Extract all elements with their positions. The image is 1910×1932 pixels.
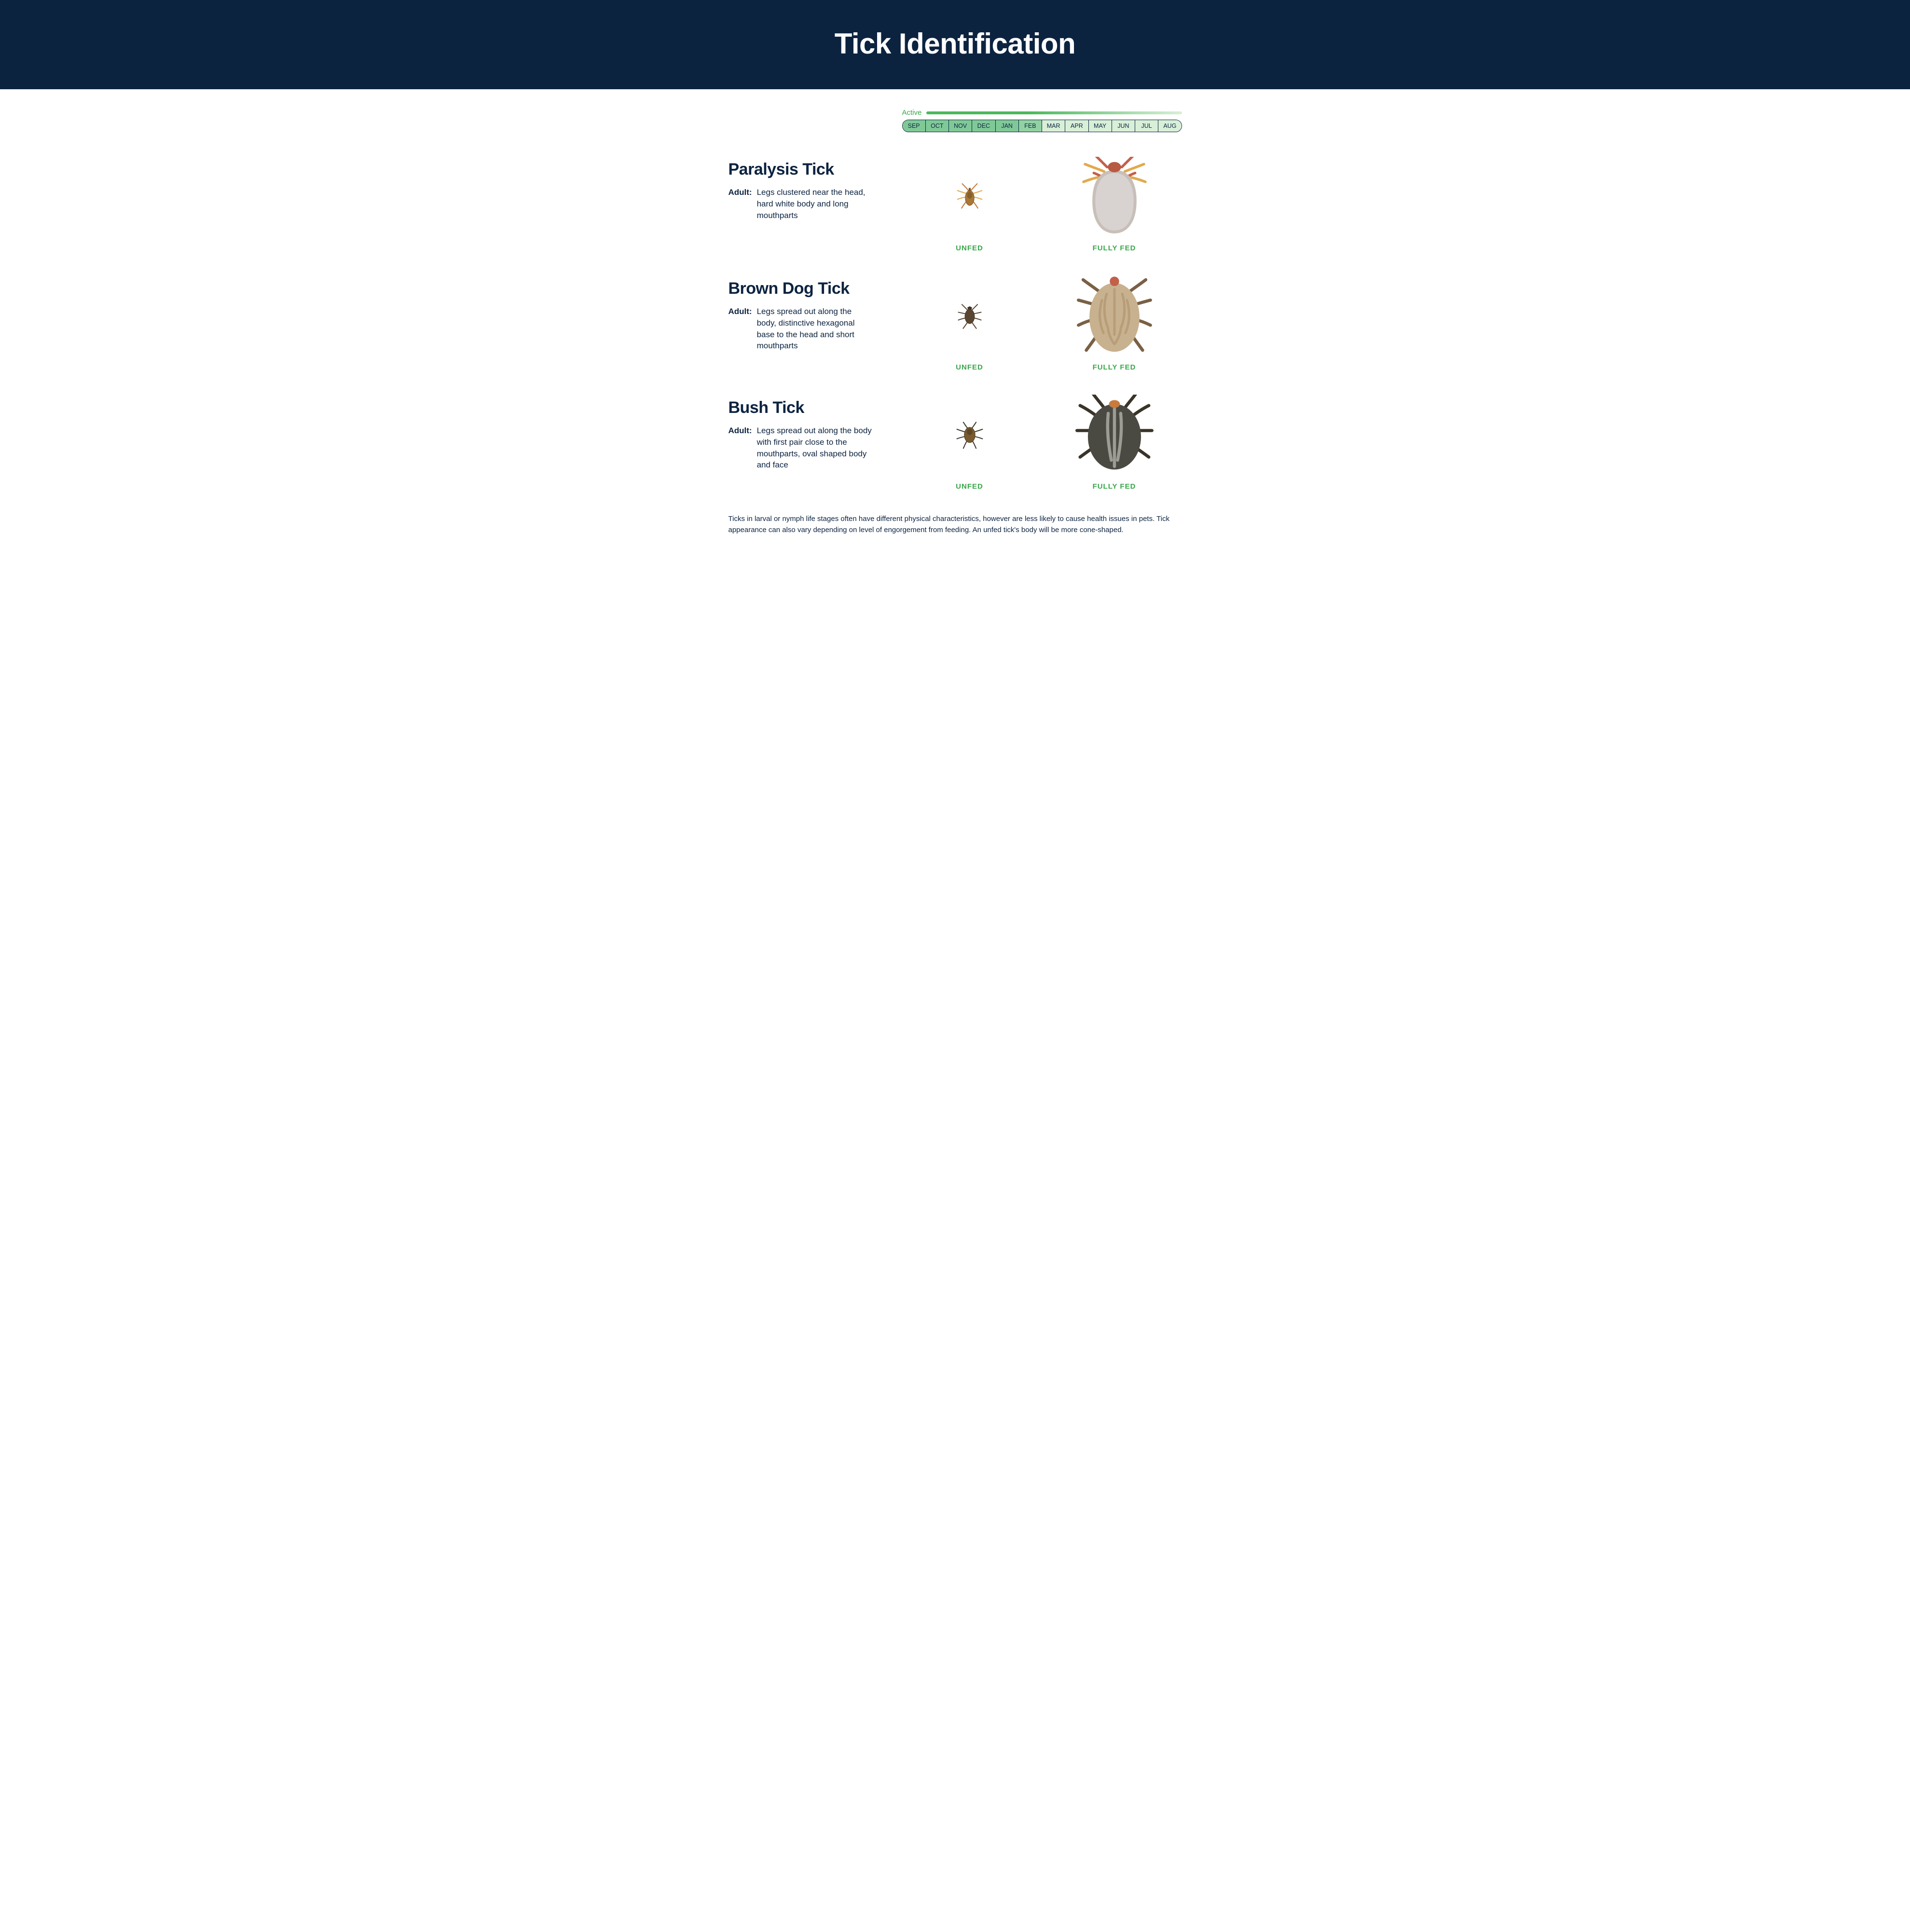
tick-unfed-icon xyxy=(955,275,985,357)
month-cell: NOV xyxy=(949,120,972,132)
fed-caption: FULLY FED xyxy=(1093,482,1136,491)
tick-desc-label: Adult: xyxy=(728,425,752,471)
month-cell: JUN xyxy=(1112,120,1135,132)
unfed-caption: UNFED xyxy=(956,482,983,491)
tick-desc-text: Legs spread out along the body, distinct… xyxy=(757,306,873,352)
footnote: Ticks in larval or nymph life stages oft… xyxy=(728,514,1182,535)
tick-description: Adult: Legs spread out along the body wi… xyxy=(728,425,893,471)
tick-row: Paralysis Tick Adult: Legs clustered nea… xyxy=(728,156,1182,252)
month-cell: MAY xyxy=(1089,120,1112,132)
tick-illustrations: UNFED FULLY FED xyxy=(902,156,1182,252)
month-cell: APR xyxy=(1065,120,1088,132)
fed-caption: FULLY FED xyxy=(1093,244,1136,252)
active-indicator-row: Active xyxy=(902,109,1182,117)
tick-unfed-icon xyxy=(953,156,987,238)
fed-caption: FULLY FED xyxy=(1093,363,1136,371)
content: Active SEPOCTNOVDECJANFEBMARAPRMAYJUNJUL… xyxy=(700,89,1211,555)
tick-unfed-icon xyxy=(954,395,986,477)
tick-desc-label: Adult: xyxy=(728,306,752,352)
tick-unfed-figure: UNFED xyxy=(902,156,1037,252)
active-gradient-bar xyxy=(926,111,1182,114)
month-cell: OCT xyxy=(926,120,949,132)
tick-name: Brown Dog Tick xyxy=(728,279,893,298)
month-cell: MAR xyxy=(1042,120,1065,132)
unfed-caption: UNFED xyxy=(956,244,983,252)
month-cell: DEC xyxy=(972,120,995,132)
tick-info: Brown Dog Tick Adult: Legs spread out al… xyxy=(728,275,893,352)
tick-fed-figure: FULLY FED xyxy=(1047,275,1182,371)
activity-timeline: Active SEPOCTNOVDECJANFEBMARAPRMAYJUNJUL… xyxy=(902,109,1182,132)
tick-fed-figure: FULLY FED xyxy=(1047,156,1182,252)
tick-desc-label: Adult: xyxy=(728,187,752,221)
tick-desc-text: Legs spread out along the body with firs… xyxy=(757,425,873,471)
tick-row: Brown Dog Tick Adult: Legs spread out al… xyxy=(728,275,1182,371)
tick-fed-figure: FULLY FED xyxy=(1047,395,1182,491)
tick-illustrations: UNFED FULLY FED xyxy=(902,275,1182,371)
header: Tick Identification xyxy=(0,0,1910,89)
tick-name: Paralysis Tick xyxy=(728,160,893,179)
active-label: Active xyxy=(902,109,922,117)
tick-unfed-figure: UNFED xyxy=(902,395,1037,491)
month-cell: SEP xyxy=(903,120,926,132)
month-cell: AUG xyxy=(1158,120,1181,132)
month-cell: FEB xyxy=(1019,120,1042,132)
tick-fed-icon xyxy=(1073,275,1155,357)
unfed-caption: UNFED xyxy=(956,363,983,371)
tick-description: Adult: Legs clustered near the head, har… xyxy=(728,187,893,221)
month-bar: SEPOCTNOVDECJANFEBMARAPRMAYJUNJULAUG xyxy=(902,120,1182,132)
tick-fed-icon xyxy=(1073,395,1155,477)
tick-description: Adult: Legs spread out along the body, d… xyxy=(728,306,893,352)
month-cell: JAN xyxy=(996,120,1019,132)
tick-fed-icon xyxy=(1076,156,1153,238)
month-cell: JUL xyxy=(1135,120,1158,132)
tick-info: Bush Tick Adult: Legs spread out along t… xyxy=(728,395,893,471)
tick-row: Bush Tick Adult: Legs spread out along t… xyxy=(728,395,1182,491)
tick-desc-text: Legs clustered near the head, hard white… xyxy=(757,187,873,221)
tick-info: Paralysis Tick Adult: Legs clustered nea… xyxy=(728,156,893,221)
tick-unfed-figure: UNFED xyxy=(902,275,1037,371)
tick-name: Bush Tick xyxy=(728,398,893,417)
tick-illustrations: UNFED FULLY FED xyxy=(902,395,1182,491)
page-title: Tick Identification xyxy=(10,27,1900,60)
